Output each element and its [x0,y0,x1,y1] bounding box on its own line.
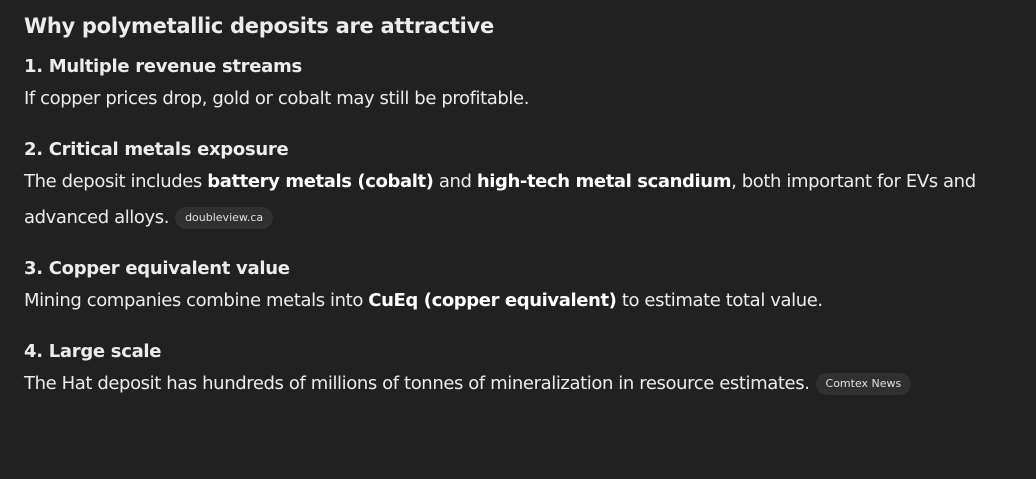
paragraph-4: The Hat deposit has hundreds of millions… [24,366,1036,402]
response-content: Why polymetallic deposits are attractive… [24,14,1036,402]
bold-text: high-tech metal scandium [476,171,732,192]
source-citation[interactable]: Comtex News [815,373,912,395]
paragraph-1: If copper prices drop, gold or cobalt ma… [24,81,1036,117]
heading-3: 3. Copper equivalent value [24,258,290,279]
paragraph-3: Mining companies combine metals into CuE… [24,283,1036,319]
heading-2: 2. Critical metals exposure [24,139,289,160]
section-title: Why polymetallic deposits are attractive [24,14,494,38]
bold-text: CuEq (copper equivalent) [368,290,617,311]
text: to estimate total value. [616,290,823,311]
paragraph-2: The deposit includes battery metals (cob… [24,164,1036,236]
heading-4: 4. Large scale [24,341,162,362]
text: and [433,171,477,192]
text: The Hat deposit has hundreds of millions… [24,373,810,394]
text: The deposit includes [24,171,208,192]
source-citation[interactable]: doubleview.ca [175,207,274,229]
bold-text: battery metals (cobalt) [207,171,434,192]
text: If copper prices drop, gold or cobalt ma… [24,88,530,109]
text: , both important for EVs and advanced al… [24,171,976,228]
text: Mining companies combine metals into [24,290,369,311]
heading-1: 1. Multiple revenue streams [24,56,302,77]
